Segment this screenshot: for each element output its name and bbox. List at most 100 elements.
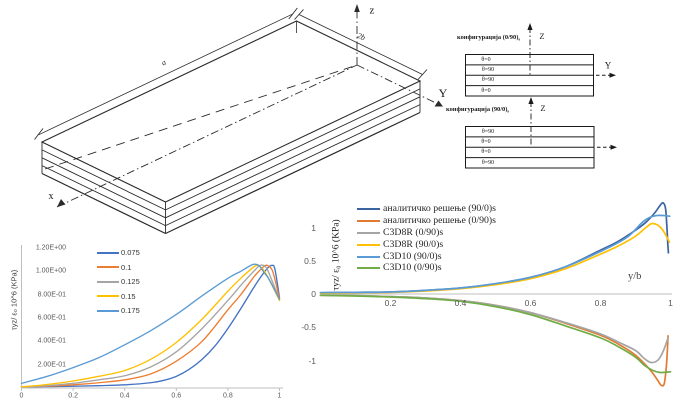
right-chart-x-axis-title: y/b: [628, 271, 642, 282]
left-chart-y-tick-0.6: 6.00E-01: [37, 314, 66, 322]
layup2-title-subscript: s: [507, 108, 510, 114]
layup2-layer-1-label: θ=90: [481, 128, 495, 135]
layup1-y-arrowhead: [609, 72, 616, 78]
right-legend-label-4: C3D8R (90/0)s: [383, 238, 444, 250]
left-legend-label-2: 0.1: [121, 262, 132, 272]
left-legend-line-2: [97, 266, 119, 268]
plate-3d-diagram-line: [417, 69, 428, 80]
left-legend-label-5: 0.175: [121, 306, 140, 315]
layup1-y-axis-label: Y: [604, 60, 612, 71]
series-0.125: [20, 264, 281, 388]
x-centerline: [56, 64, 358, 208]
left-chart-series: [20, 263, 281, 388]
right-chart-y-tick--0.5: -0.5: [301, 321, 316, 332]
series-C3D10 (0/90)s: [319, 294, 672, 374]
right-chart-series: [319, 201, 672, 387]
plate-z-axis-label: z: [369, 4, 375, 17]
z-axis-arrowhead: [354, 4, 360, 12]
layup1-z-arrowhead: [527, 23, 533, 30]
layup1-title-text: конфигурација (0/90): [457, 34, 519, 41]
right-legend-label-1: аналитичко решење (90/0)s: [383, 203, 496, 214]
layup1-z-axis-label: Z: [539, 30, 545, 41]
right-chart-x-tick-0.8: 0.8: [594, 297, 607, 308]
layup2-layer-4-label: θ=90: [481, 159, 495, 166]
plate-3d-diagram-line: [288, 7, 298, 20]
left-chart-y-tick-1.0: 1.00E+00: [35, 267, 66, 275]
layup1-layer-2-label: θ=90: [481, 67, 495, 73]
left-chart-x-tick-0.2: 0.2: [68, 392, 78, 400]
left-legend-label-1: 0.075: [121, 248, 140, 257]
left-legend-label-3: 0.125: [121, 277, 140, 286]
right-chart-y-tick-0: 0: [311, 288, 316, 299]
plate-3d-diagram-polygon: [40, 20, 422, 203]
right-chart-x-tick-0.2: 0.2: [384, 297, 397, 308]
plate-3d-diagram-line: [41, 157, 166, 219]
right-legend-line-6: [357, 267, 380, 270]
series-0.15: [20, 264, 281, 388]
layup1-title: конфигурација (0/90)s: [457, 34, 521, 42]
plate-3d-diagram-line: [41, 165, 166, 227]
plate-3d-diagram-line: [165, 111, 421, 235]
left-chart-y-axis-title: τyz/ ε₀ 10^6 (KPa): [9, 269, 19, 331]
plate-3d-diagram-line: [165, 104, 421, 227]
plate-x-axis-label: x: [48, 191, 54, 202]
left-chart-y-tick-0.8: 8.00E-01: [37, 291, 66, 299]
left-chart-y-tick-0.2: 2.00E-01: [37, 361, 66, 369]
right-legend-line-1: [357, 208, 380, 211]
layup2-y-arrowhead: [610, 144, 617, 150]
plate-3d-diagram-line: [165, 88, 421, 211]
right-legend-line-3: [357, 232, 380, 235]
x-axis-arrowhead: [57, 199, 66, 207]
right-chart-y-tick-0.5: 0.5: [304, 255, 316, 266]
plate-3d-diagram-line: [41, 149, 166, 211]
left-chart-y-tick-0.4: 4.00E-01: [37, 337, 66, 345]
plate-3d-diagram-line: [294, 9, 304, 20]
series-C3D10 (90/0)s: [319, 214, 671, 294]
right-chart-x-tick-1: 1: [668, 297, 673, 308]
dim-line-a: [38, 13, 294, 136]
plate-3d-diagram-line: [41, 172, 166, 235]
plate-3d-diagram: [34, 4, 443, 235]
left-chart-x-tick-0.6: 0.6: [171, 392, 182, 400]
series-0.1: [20, 264, 281, 388]
plate-3d-diagram-line: [34, 128, 44, 140]
layup1-layer-4-label: θ=0: [481, 87, 491, 94]
right-legend-line-2: [357, 220, 380, 223]
layup2-title: конфигурација (90/0)s: [446, 106, 510, 114]
right-legend-line-4: [357, 243, 380, 246]
right-legend-label-3: C3D8R (0/90)s: [383, 227, 444, 238]
y-axis-arrowhead: [434, 100, 443, 107]
layup1-title-subscript: s: [518, 36, 521, 42]
layup-diagram-2: [465, 97, 617, 169]
dim-line-2b: [298, 14, 423, 75]
left-legend-line-3: [97, 280, 119, 283]
left-legend-line-5: [97, 309, 119, 312]
right-chart-y-tick--1: -1: [308, 355, 316, 366]
right-chart-y-tick-1: 1: [311, 222, 316, 233]
plate-y-axis-label: Y: [438, 86, 448, 100]
plate-3d-diagram-line: [165, 96, 421, 219]
left-legend-line-4: [97, 295, 119, 297]
left-chart-y-tick-1.2: 1.20E+00: [35, 244, 66, 252]
left-chart-x-tick-0: 0: [19, 392, 24, 400]
layup1-layer-1-label: θ=0: [481, 56, 491, 63]
right-chart-x-tick-0.6: 0.6: [524, 297, 537, 308]
left-legend-label-4: 0.15: [121, 291, 136, 301]
left-chart-x-tick-0.4: 0.4: [119, 392, 130, 400]
midplane-dashed-line: [44, 64, 358, 170]
layup-diagram-1: [465, 23, 616, 97]
layup2-title-text: конфигурација (90/0): [446, 106, 508, 113]
right-legend-label-2: аналитичко решење (0/90)s: [383, 215, 496, 226]
layup2-z-arrowhead: [528, 97, 534, 104]
left-chart-axes: [21, 245, 283, 391]
layup2-z-axis-label: Z: [540, 102, 546, 113]
layup2-layer-3-label: θ=0: [481, 149, 491, 156]
right-chart-y-axis-title: τyz/ ε₀ 10^6 (KPa): [331, 219, 342, 291]
series-0.075: [20, 264, 281, 388]
right-legend-label-6: C3D10 (0/90)s: [383, 262, 442, 273]
right-legend-line-5: [357, 255, 380, 258]
left-legend-line-1: [97, 251, 119, 254]
right-chart-x-tick-0.4: 0.4: [454, 297, 467, 308]
